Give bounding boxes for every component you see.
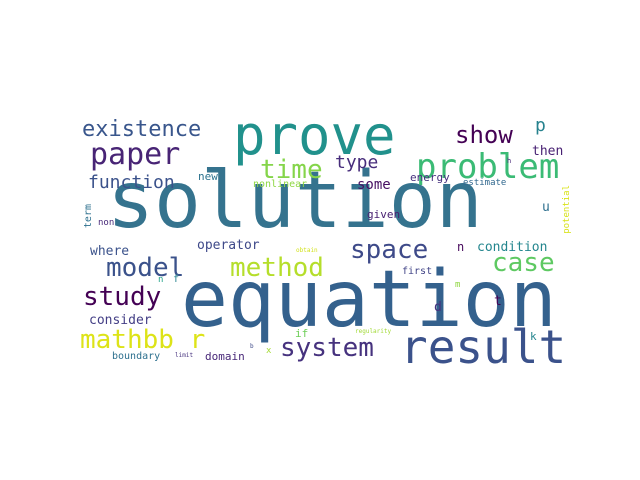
- word-nonlinear: nonlinear: [253, 179, 308, 190]
- word-energy: energy: [410, 171, 450, 184]
- word-model: model: [106, 253, 185, 283]
- word-type: type: [335, 152, 379, 173]
- word-f: f: [173, 274, 180, 285]
- word-term: term: [83, 204, 94, 229]
- word-then: then: [532, 144, 564, 159]
- word-existence: existence: [82, 117, 202, 142]
- word-show: show: [455, 121, 513, 149]
- word-equation: equation: [181, 255, 557, 345]
- word-prove: prove: [233, 107, 396, 167]
- word-x: x: [266, 346, 272, 356]
- word-t: t: [494, 294, 502, 309]
- word-paper: paper: [90, 137, 181, 172]
- word-space: space: [350, 235, 429, 265]
- word-p: p: [535, 115, 546, 136]
- word-if: if: [295, 327, 309, 340]
- word-condition: condition: [477, 240, 548, 255]
- word-k: k: [530, 330, 537, 343]
- word-system: system: [280, 333, 374, 363]
- word-u: u: [542, 200, 550, 215]
- word-mathbb-r: mathbb r: [80, 325, 206, 355]
- word-cloud: solution equation prove result problem p…: [80, 107, 577, 371]
- word-h: h: [507, 157, 512, 165]
- word-operator: operator: [197, 238, 260, 253]
- word-limit: limit: [175, 352, 194, 359]
- word-time: time: [260, 155, 323, 185]
- word-n: n: [457, 240, 465, 254]
- word-some: some: [357, 177, 391, 193]
- word-b: b: [250, 343, 254, 350]
- word-consider: consider: [89, 313, 152, 328]
- word-domain: domain: [205, 350, 245, 363]
- word-first: first: [402, 266, 433, 277]
- word-boundary: boundary: [112, 351, 161, 362]
- word-function: function: [88, 172, 175, 193]
- word-potential: potential: [562, 185, 572, 234]
- word-regularity: regularity: [355, 328, 392, 335]
- word-new: new: [198, 170, 218, 183]
- word-where: where: [90, 244, 130, 259]
- word-study: study: [83, 282, 162, 312]
- word-given: given: [367, 208, 401, 221]
- word-solution: solution: [107, 156, 483, 246]
- word-m: m: [455, 280, 461, 290]
- word-d: d: [434, 300, 442, 315]
- word-case: case: [492, 248, 555, 278]
- word-result: result: [400, 320, 567, 371]
- word-estimate: estimate: [463, 178, 507, 188]
- word-n-small: n: [158, 275, 164, 285]
- word-problem: problem: [416, 147, 560, 187]
- word-method: method: [230, 253, 324, 283]
- word-non: non: [98, 218, 115, 228]
- word-obtain: obtain: [296, 247, 318, 254]
